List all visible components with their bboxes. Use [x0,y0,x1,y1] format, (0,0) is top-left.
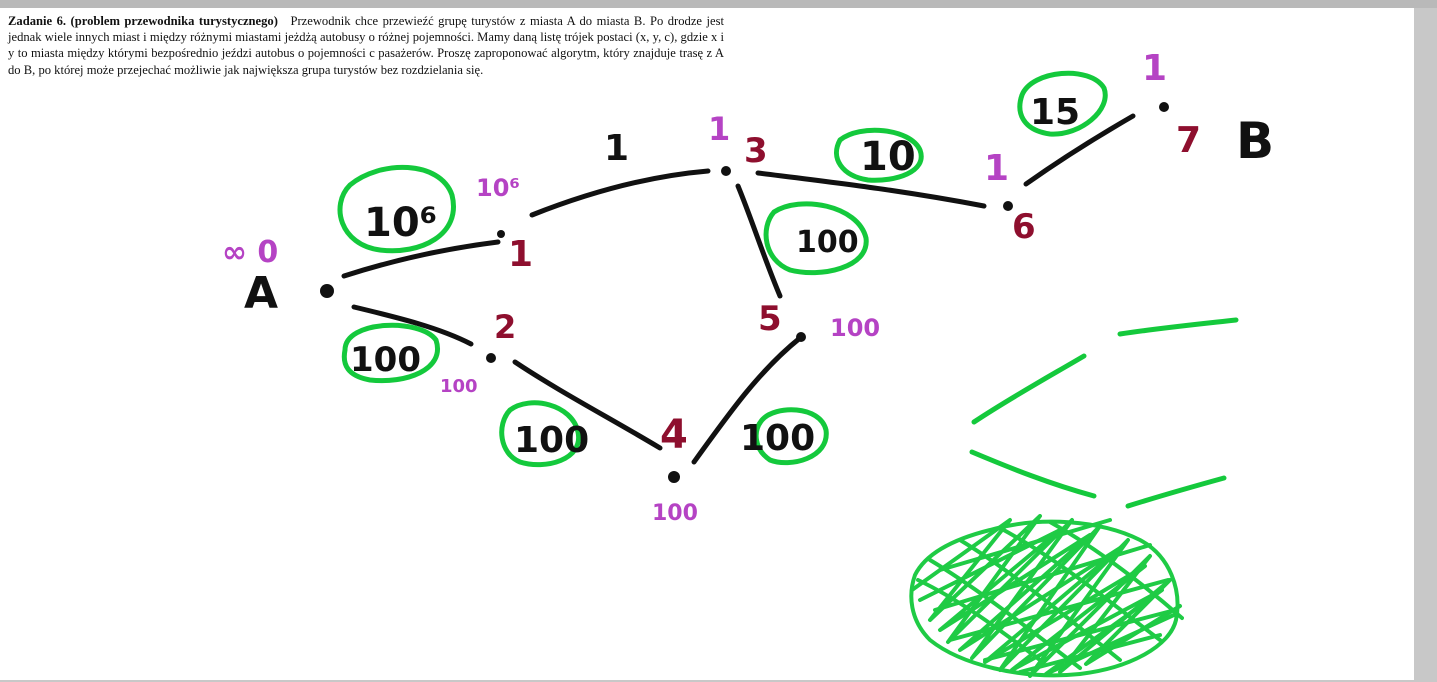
task-paragraph: Zadanie 6. (problem przewodnika turystyc… [8,13,724,78]
node-2-id: 2 [494,308,516,346]
node-6-id: 6 [1012,207,1036,247]
circle-3-6 [834,127,924,183]
stroke-bottom [1125,475,1227,509]
green-scribble [909,514,1184,678]
edge-2-4 [512,359,663,451]
edge-weights: 10⁶ 100 1 100 100 100 10 15 [350,92,1080,461]
edge-a-2 [351,304,474,347]
node-1-dot [497,230,505,238]
node-5-dot [796,332,806,342]
label-a: A [244,268,278,319]
node-a-dot [320,284,334,298]
node-6-value: 1 [984,148,1009,189]
node-values: ∞ 0 10⁶ 100 1 100 100 1 1 [222,48,1167,526]
edge-3-6 [755,170,987,209]
weight-a-1: 10⁶ [364,200,437,246]
circle-3-5 [763,201,869,276]
node-4-dot [668,471,680,483]
node-2-value: 100 [440,376,478,397]
edge-6-7 [1023,113,1136,187]
node-1-id: 1 [508,234,533,275]
weight-2-4: 100 [514,420,589,461]
stroke-diag-down [969,449,1097,499]
start-values-text: ∞ 0 [222,235,278,270]
graph-edges [341,113,1136,465]
node-7-dot [1159,102,1169,112]
graph-nodes [320,102,1169,483]
node-1-value: 10⁶ [476,174,520,202]
weight-4-5: 100 [740,418,815,459]
node-3-id: 3 [744,131,768,171]
viewer-top-bar [0,0,1437,8]
label-b: B [1236,112,1274,170]
weight-6-7: 15 [1030,92,1080,133]
task-body: Przewodnik chce przewieźć grupę turystów… [8,14,724,77]
stroke-diag-up [971,353,1087,425]
node-6-dot [1003,201,1013,211]
weight-3-6: 10 [860,134,916,180]
node-ids: 1 2 3 4 5 6 7 [494,120,1201,458]
node-7-value: 1 [1142,48,1167,89]
node-5-id: 5 [758,299,782,339]
edge-1-3 [529,168,711,218]
circle-2-4 [499,400,582,468]
node-7-id: 7 [1176,120,1201,161]
circle-a-2 [341,322,440,384]
document-page [0,8,1414,680]
node-4-id: 4 [660,412,688,458]
circle-4-5 [753,407,829,466]
edge-3-5 [735,183,783,299]
circle-6-7 [1017,70,1108,137]
edge-4-5 [691,335,803,465]
node-2-dot [486,353,496,363]
green-strokes [969,317,1239,509]
weight-circles [337,70,1108,468]
weight-3-5: 100 [796,225,859,260]
node-3-value: 1 [708,110,730,148]
edge-a-1 [341,239,501,279]
task-heading: Zadanie 6. (problem przewodnika turystyc… [8,14,278,28]
node-4-value: 100 [652,501,698,526]
start-values: ∞ 0 [222,235,278,270]
circle-a-1 [337,164,456,254]
endpoint-labels: A B [244,112,1274,319]
weight-a-2: 100 [350,340,421,380]
node-3-dot [721,166,731,176]
node-5-value: 100 [830,314,880,342]
weight-1-3: 1 [604,128,629,169]
stroke-top [1117,317,1239,337]
